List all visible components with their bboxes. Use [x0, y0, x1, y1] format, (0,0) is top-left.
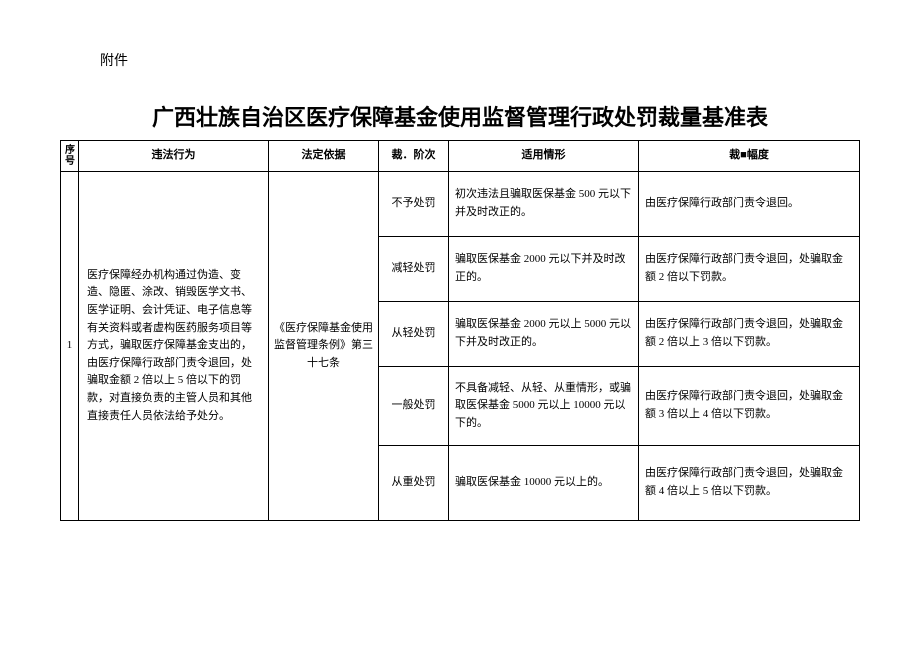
cell-range: 由医疗保障行政部门责令退回，处骗取金额 3 倍以上 4 倍以下罚款。 [639, 367, 860, 446]
col-seq: 序号 [61, 141, 79, 172]
cell-condition: 初次违法且骗取医保基金 500 元以下并及时改正的。 [449, 172, 639, 237]
col-range: 裁■幅度 [639, 141, 860, 172]
cell-condition: 骗取医保基金 2000 元以上 5000 元以下并及时改正的。 [449, 302, 639, 367]
cell-level: 一般处罚 [379, 367, 449, 446]
attachment-label: 附件 [100, 50, 860, 70]
standards-table: 序号 违法行为 法定依据 裁．阶次 适用情形 裁■幅度 1 医疗保障经办机构通过… [60, 140, 860, 521]
cell-seq: 1 [61, 172, 79, 521]
cell-range: 由医疗保障行政部门责令退回。 [639, 172, 860, 237]
cell-basis: 《医疗保障基金使用监督管理条例》第三十七条 [269, 172, 379, 521]
page-title: 广西壮族自治区医疗保障基金使用监督管理行政处罚裁量基准表 [60, 100, 860, 132]
page: 附件 广西壮族自治区医疗保障基金使用监督管理行政处罚裁量基准表 序号 违法行为 … [0, 0, 920, 651]
cell-level: 不予处罚 [379, 172, 449, 237]
col-condition: 适用情形 [449, 141, 639, 172]
table-row: 1 医疗保障经办机构通过伪造、变造、隐匿、涂改、销毁医学文书、医学证明、会计凭证… [61, 172, 860, 237]
cell-range: 由医疗保障行政部门责令退回，处骗取金额 4 倍以上 5 倍以下罚款。 [639, 446, 860, 521]
col-act: 违法行为 [79, 141, 269, 172]
cell-condition: 不具备减轻、从轻、从重情形，或骗取医保基金 5000 元以上 10000 元以下… [449, 367, 639, 446]
col-level: 裁．阶次 [379, 141, 449, 172]
cell-range: 由医疗保障行政部门责令退回，处骗取金额 2 倍以下罚款。 [639, 237, 860, 302]
table-header-row: 序号 违法行为 法定依据 裁．阶次 适用情形 裁■幅度 [61, 141, 860, 172]
cell-act: 医疗保障经办机构通过伪造、变造、隐匿、涂改、销毁医学文书、医学证明、会计凭证、电… [79, 172, 269, 521]
cell-level: 减轻处罚 [379, 237, 449, 302]
cell-range: 由医疗保障行政部门责令退回，处骗取金额 2 倍以上 3 倍以下罚款。 [639, 302, 860, 367]
cell-condition: 骗取医保基金 10000 元以上的。 [449, 446, 639, 521]
cell-level: 从重处罚 [379, 446, 449, 521]
col-basis: 法定依据 [269, 141, 379, 172]
cell-level: 从轻处罚 [379, 302, 449, 367]
cell-condition: 骗取医保基金 2000 元以下并及时改正的。 [449, 237, 639, 302]
